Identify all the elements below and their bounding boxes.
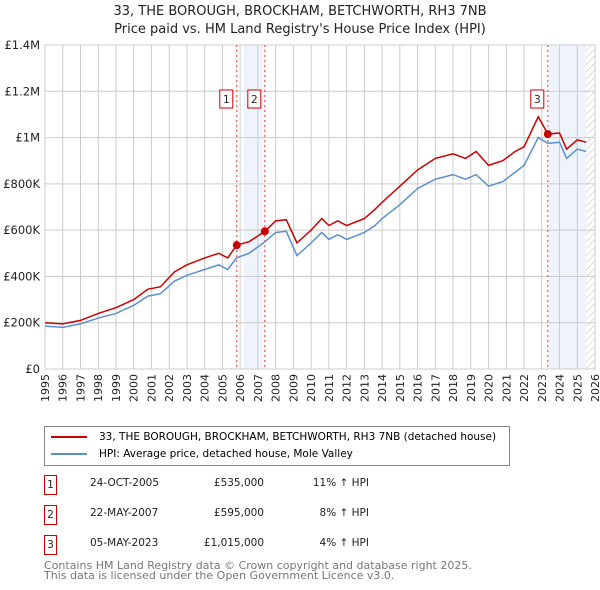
transaction-price: £1,015,000 [203,537,264,549]
x-tick-label: 2014 [376,374,389,402]
x-tick-label: 2026 [589,374,600,402]
x-tick-label: 2012 [341,374,354,402]
red-line-swatch [51,436,87,438]
price-chart: 1995 1996 1997 1998 1999 2000 2001 2002 2003 2004… [3,38,600,402]
x-tick-label: 2016 [412,374,425,402]
x-tick-label: 2004 [199,374,212,402]
x-tick-label: 2009 [287,374,300,402]
blue-line-swatch [51,453,87,455]
x-tick-label: 2007 [252,374,265,402]
price-paid-line [44,115,587,325]
footer-line-1: Contains HM Land Registry data © Crown c… [44,559,472,572]
x-tick-label: 2015 [394,374,407,402]
transaction-row: 1 24-OCT-2005 £535,000 11% ↑ HPI [44,475,444,495]
x-tick-label: 2019 [465,374,478,402]
chart-subtitle: Price paid vs. HM Land Registry's House … [114,22,486,37]
transaction-row: 2 22-MAY-2007 £595,000 8% ↑ HPI [44,505,444,525]
transaction-date: 24-OCT-2005 [90,477,159,489]
x-tick-label: 2017 [429,374,442,402]
legend: 33, THE BOROUGH, BROCKHAM, BETCHWORTH, R… [44,426,510,466]
y-tick-label: £800K [3,177,40,191]
footer: Contains HM Land Registry data © Crown c… [44,559,472,582]
sale-point [232,241,241,250]
x-tick-label: 2013 [358,374,371,402]
sale-label: 1 [223,94,230,106]
sale-label-box [219,89,234,109]
transaction-price: £595,000 [213,507,264,519]
transaction-hpi-diff: 4% ↑ HPI [319,537,369,549]
sale-label-box [247,89,262,109]
x-tick-label: 1997 [74,374,87,402]
plot-frame [44,44,596,370]
sale-label: 3 [534,94,541,106]
x-tick-label: 1999 [110,374,123,402]
y-tick-label: £600K [3,223,40,237]
x-tick-label: 2024 [554,374,567,402]
x-tick-label: 1995 [39,374,52,402]
legend-label: 33, THE BOROUGH, BROCKHAM, BETCHWORTH, R… [99,431,497,443]
sale-point [260,227,269,236]
transaction-price: £535,000 [213,477,264,489]
x-tick-label: 2025 [571,374,584,402]
x-tick-label: 2005 [216,374,229,402]
x-tick-label: 2023 [536,374,549,402]
transaction-date: 05-MAY-2023 [90,537,159,549]
transaction-date: 22-MAY-2007 [90,507,159,519]
x-tick-label: 2021 [500,374,513,402]
y-tick-label: £1.4M [4,38,40,52]
x-tick-label: 2001 [145,374,158,402]
legend-item-hpi: HPI: Average price, detached house, Mole… [51,448,353,460]
y-tick-label: £1.2M [4,84,40,98]
x-tick-label: 1996 [57,374,70,402]
transaction-number: 2 [44,505,57,525]
transaction-number: 3 [44,535,57,555]
legend-label: HPI: Average price, detached house, Mole… [99,448,353,460]
x-tick-label: 2020 [483,374,496,402]
x-tick-label: 2003 [181,374,194,402]
shaded-period [548,45,587,369]
hpi-line [44,136,587,329]
y-tick-label: £1M [15,131,40,145]
x-tick-label: 2006 [234,374,247,402]
sale-label-box [530,89,545,109]
footer-line-2: This data is licensed under the Open Gov… [44,569,395,582]
x-tick-label: 2010 [305,374,318,402]
y-tick-label: £200K [3,316,40,330]
y-tick-label: £0 [25,362,40,376]
transaction-hpi-diff: 8% ↑ HPI [319,507,369,519]
chart-title: 33, THE BOROUGH, BROCKHAM, BETCHWORTH, R… [113,4,487,19]
x-tick-label: 2002 [163,374,176,402]
x-tick-label: 2018 [447,374,460,402]
transaction-number: 1 [44,475,57,495]
legend-item-property: 33, THE BOROUGH, BROCKHAM, BETCHWORTH, R… [51,431,496,443]
sale-point [543,130,552,139]
x-tick-label: 2022 [518,374,531,402]
transaction-row: 3 05-MAY-2023 £1,015,000 4% ↑ HPI [44,535,444,555]
x-tick-label: 2011 [323,374,336,402]
forecast-hatch [586,45,595,369]
transaction-hpi-diff: 11% ↑ HPI [312,477,369,489]
x-tick-label: 2008 [270,374,283,402]
y-tick-label: £400K [3,269,40,283]
x-tick-label: 2000 [128,374,141,402]
sale-label: 2 [251,94,258,106]
x-tick-label: 1998 [92,374,105,402]
